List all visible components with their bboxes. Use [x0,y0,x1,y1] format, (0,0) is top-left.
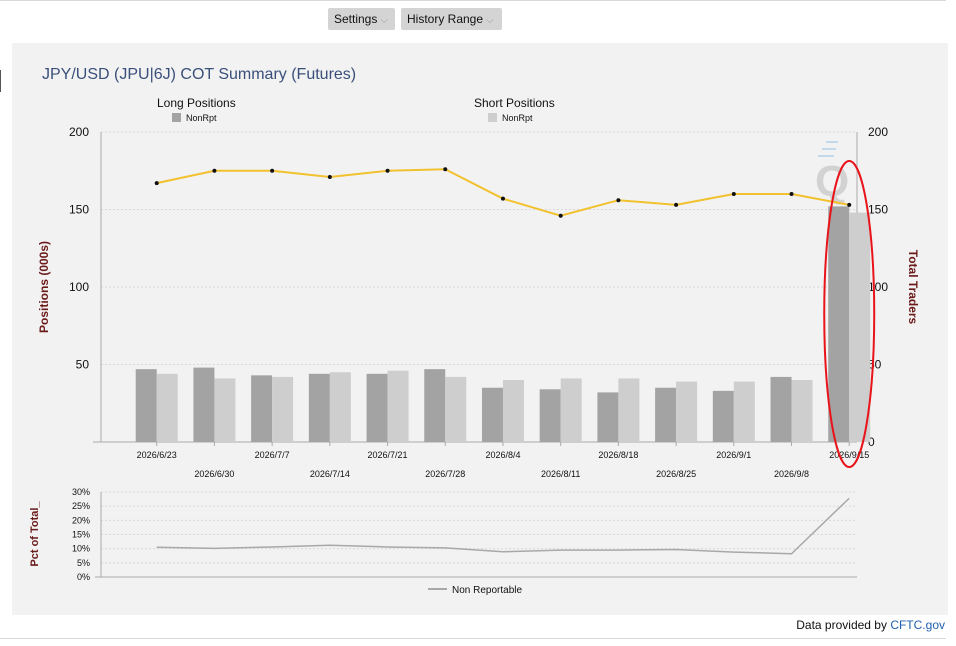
cftc-link[interactable]: CFTC.gov [890,618,945,632]
bar-long-nonrpt [251,375,273,442]
chart-title: JPY/USD (JPU|6J) COT Summary (Futures) [42,66,356,83]
x-tick-label: 2026/9/1 [716,450,751,460]
bar-short-nonrpt [733,381,755,442]
history-range-label: History Range [407,12,484,26]
footer-credit: Data provided by CFTC.gov [796,618,945,632]
bar-long-nonrpt [135,369,157,442]
legend-long-item: NonRpt [186,113,217,123]
x-tick-label: 2026/8/4 [485,450,520,460]
pct-y-axis-label: Pct of Total_ [29,501,41,567]
total-traders-point [500,196,505,201]
bar-short-nonrpt [156,373,178,442]
total-traders-point [443,167,448,172]
bar-short-nonrpt [849,212,871,442]
x-tick-label: 2026/7/7 [255,450,290,460]
bar-short-nonrpt [214,378,236,442]
y2-tick-label: 0 [868,435,875,449]
total-traders-point [154,181,159,186]
bar-short-nonrpt [329,372,351,442]
y2-tick-label: 150 [868,203,888,217]
total-traders-point [212,168,217,173]
history-range-button[interactable]: History Range ⌵ [401,8,502,30]
y2-tick-label: 200 [868,125,888,139]
total-traders-point [847,202,852,207]
y2-tick-label: 100 [868,280,888,294]
total-traders-line [156,168,850,217]
pct-tick-label: 15% [72,530,90,540]
bar-long-nonrpt [712,390,734,442]
bar-long-nonrpt [366,373,388,442]
bar-long-nonrpt [193,367,215,442]
x-tick-label: 2026/8/18 [598,450,638,460]
total-traders-point [385,168,390,173]
bar-short-nonrpt [791,380,813,442]
bar-short-nonrpt [676,381,698,442]
bar-short-nonrpt [272,376,294,442]
pct-tick-label: 20% [72,515,90,525]
legend-short-item: NonRpt [502,113,533,123]
total-traders-point [270,168,275,173]
footer-prefix: Data provided by [796,618,891,632]
settings-label: Settings [334,12,378,26]
left-edge-marker [0,70,1,92]
pct-legend-label: Non Reportable [452,585,522,596]
top-divider [0,0,946,1]
bar-long-nonrpt [308,373,330,442]
y-tick-label: 100 [69,280,89,294]
y2-axis-label: Total Traders [906,250,920,325]
main-plot: 50 100 150 200 0 50 100 150 200 2026/6/23 2026/6/3… [69,125,888,479]
bar-short-nonrpt [502,380,524,442]
x-tick-label: 2026/9/8 [774,469,809,479]
y2-tick-label: 50 [868,358,882,372]
pct-tick-label: 0% [77,572,90,582]
x-tick-label: 2026/8/25 [656,469,696,479]
bar-short-nonrpt [618,378,640,442]
x-tick-label: 2026/8/11 [541,469,580,479]
x-tick-label: 2026/7/21 [368,450,408,460]
legend-short-title: Short Positions [474,96,555,110]
pct-tick-label: 5% [77,558,90,568]
x-tick-label: 2026/7/14 [310,469,350,479]
y-tick-label: 150 [69,203,89,217]
total-traders-point [327,174,332,179]
total-traders-point [731,192,736,196]
legend-long-title: Long Positions [157,96,236,110]
bar-long-nonrpt [828,206,850,442]
highlight-ellipse [823,160,876,468]
bar-long-nonrpt [770,376,792,442]
chart-panel [12,43,948,615]
bar-long-nonrpt [424,369,446,442]
q-watermark-icon: Q [815,141,849,206]
settings-button[interactable]: Settings ⌵ [328,8,395,30]
total-traders-point [558,213,563,218]
chevron-down-icon: ⌵ [380,15,388,26]
bar-long-nonrpt [597,392,619,442]
y-tick-label: 50 [76,358,90,372]
pct-plot: 0% 5% 10% 15% 20% 25% 30% [72,487,857,582]
non-reportable-line [156,497,850,555]
bar-short-nonrpt [445,376,467,442]
x-tick-label: 2026/7/28 [425,469,465,479]
x-tick-label: 2026/6/23 [137,450,177,460]
bar-long-nonrpt [481,387,503,442]
pct-tick-label: 10% [72,544,90,554]
y-tick-label: 200 [69,125,89,139]
bar-short-nonrpt [560,378,582,442]
x-tick-label: 2026/6/30 [194,469,234,479]
legend-short-swatch [488,113,497,122]
legend-long-swatch [172,113,181,122]
y-axis-label: Positions (000s) [37,241,51,333]
x-tick-label: 2026/9/15 [829,450,869,460]
bar-short-nonrpt [387,370,409,442]
pct-tick-label: 30% [72,487,90,497]
bar-long-nonrpt [539,389,561,442]
total-traders-point [789,192,794,196]
pct-tick-label: 25% [72,501,90,511]
bar-long-nonrpt [655,387,677,442]
bottom-divider [0,638,946,639]
chevron-down-icon: ⌵ [486,15,494,26]
total-traders-point [674,202,679,207]
total-traders-point [616,198,621,203]
